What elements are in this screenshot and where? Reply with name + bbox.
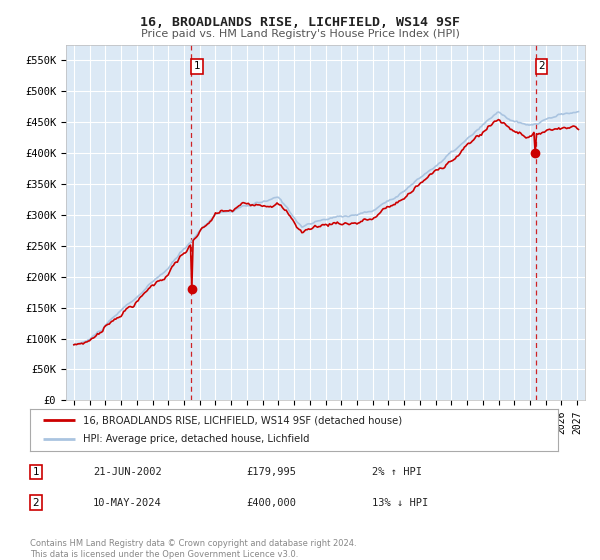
Text: 13% ↓ HPI: 13% ↓ HPI — [372, 498, 428, 507]
Text: £400,000: £400,000 — [246, 498, 296, 507]
Text: 16, BROADLANDS RISE, LICHFIELD, WS14 9SF (detached house): 16, BROADLANDS RISE, LICHFIELD, WS14 9SF… — [83, 415, 402, 425]
Text: 2% ↑ HPI: 2% ↑ HPI — [372, 467, 422, 477]
Text: 1: 1 — [32, 467, 40, 477]
Text: 1: 1 — [194, 62, 200, 72]
Text: 2: 2 — [538, 62, 545, 72]
Text: 21-JUN-2002: 21-JUN-2002 — [93, 467, 162, 477]
Text: 10-MAY-2024: 10-MAY-2024 — [93, 498, 162, 507]
Text: This data is licensed under the Open Government Licence v3.0.: This data is licensed under the Open Gov… — [30, 550, 298, 559]
Text: 16, BROADLANDS RISE, LICHFIELD, WS14 9SF: 16, BROADLANDS RISE, LICHFIELD, WS14 9SF — [140, 16, 460, 29]
Text: Price paid vs. HM Land Registry's House Price Index (HPI): Price paid vs. HM Land Registry's House … — [140, 29, 460, 39]
Text: £179,995: £179,995 — [246, 467, 296, 477]
Text: Contains HM Land Registry data © Crown copyright and database right 2024.: Contains HM Land Registry data © Crown c… — [30, 539, 356, 548]
Text: HPI: Average price, detached house, Lichfield: HPI: Average price, detached house, Lich… — [83, 435, 310, 445]
Text: 2: 2 — [32, 498, 40, 507]
